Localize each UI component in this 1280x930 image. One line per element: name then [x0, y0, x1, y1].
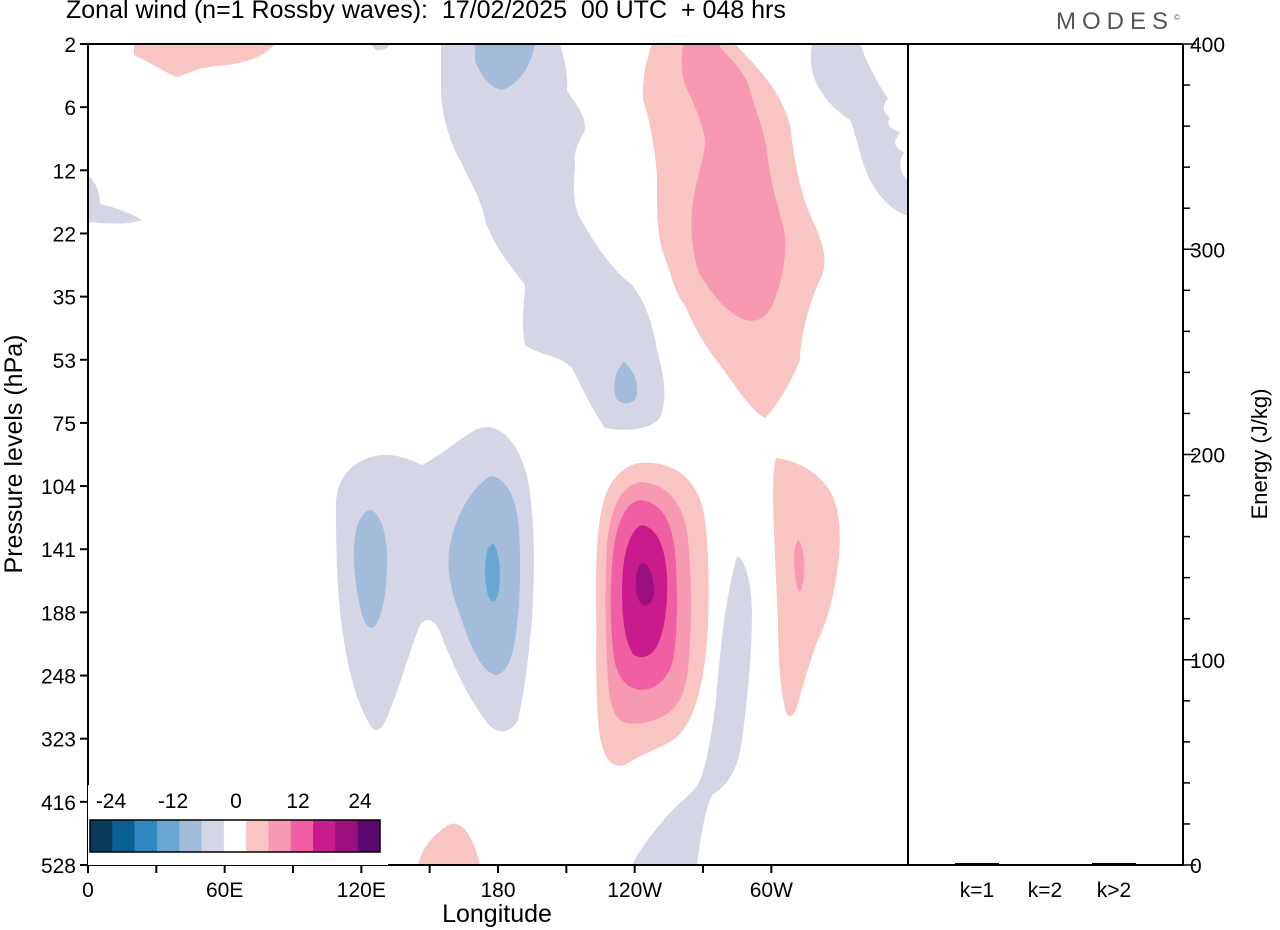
colorbar-swatch — [246, 820, 269, 852]
y-tick-label: 416 — [41, 792, 76, 815]
y-tick-label: 53 — [53, 350, 76, 373]
colorbar-legend: -24 -12 0 12 24 — [88, 785, 388, 865]
contour-neg-4 — [440, 44, 665, 430]
colorbar-swatch — [290, 820, 314, 852]
x-tick-label: 60W — [750, 879, 793, 902]
colorbar-label: -12 — [158, 790, 188, 813]
colorbar-label: -24 — [96, 790, 127, 813]
colorbar-swatch — [134, 820, 158, 852]
contour-pos-4 — [134, 44, 275, 77]
energy-category-label: k=1 — [960, 879, 994, 902]
contour-neg-8 — [353, 510, 387, 628]
energy-bar — [1023, 864, 1067, 865]
energy-tick-label: 0 — [1190, 855, 1202, 878]
x-tick-label: 0 — [82, 879, 94, 902]
contour-neg-8 — [448, 476, 521, 675]
y-tick-label: 35 — [53, 287, 76, 310]
energy-axis-label: Energy (J/kg) — [1247, 389, 1272, 520]
contour-neg-8 — [475, 44, 535, 90]
logo-mark: © — [1174, 13, 1180, 22]
contour-neg-12 — [485, 543, 500, 602]
longitude-axis: 0 60E 120E 180 120W 60W — [82, 865, 793, 902]
y-tick-label: 188 — [41, 602, 76, 625]
contour-neg-4 — [88, 176, 142, 224]
y-tick-label: 22 — [53, 223, 76, 246]
y-tick-label: 12 — [53, 160, 76, 183]
energy-bars: k=1 k=2 k>2 — [955, 862, 1136, 902]
y-tick-label: 528 — [41, 855, 76, 878]
y-tick-label: 141 — [41, 539, 76, 562]
y-tick-label: 2 — [64, 34, 76, 57]
contour-pos-20 — [635, 563, 654, 606]
energy-bar — [1092, 862, 1136, 865]
energy-tick-label: 100 — [1190, 650, 1225, 673]
colorbar-swatch — [223, 820, 247, 852]
pressure-axis: 2 6 12 22 35 53 75 104 141 188 248 323 416 528 — [41, 34, 88, 878]
colorbar-frame — [89, 819, 381, 853]
energy-tick-label: 200 — [1190, 445, 1225, 468]
x-tick-label: 120E — [337, 879, 386, 902]
y-tick-label: 248 — [41, 666, 76, 689]
contour-neg-4 — [370, 44, 390, 51]
colorbar-swatch — [357, 820, 381, 852]
x-axis-label: Longitude — [442, 900, 552, 928]
colorbar-swatch — [90, 820, 113, 852]
y-tick-label: 6 — [64, 97, 76, 120]
contour-neg-8 — [614, 362, 638, 404]
contour-field — [88, 44, 908, 865]
colorbar-swatch — [268, 820, 292, 852]
colorbar-swatch — [179, 820, 203, 852]
x-tick-label: 60E — [206, 879, 243, 902]
energy-bar — [955, 862, 999, 865]
y-tick-label: 75 — [53, 413, 76, 436]
contour-pos-8 — [794, 540, 805, 592]
chart-title: Zonal wind (n=1 Rossby waves): 17/02/202… — [66, 0, 786, 24]
energy-category-label: k=2 — [1028, 879, 1062, 902]
colorbar-label: 24 — [348, 790, 372, 813]
x-tick-label: 180 — [480, 879, 515, 902]
colorbar-label: 0 — [230, 790, 242, 813]
contour-pos-4 — [773, 458, 840, 717]
energy-axis-ticks: 0 100 200 300 400 — [1183, 34, 1225, 878]
modes-logo: MODES© — [1056, 8, 1180, 36]
y-tick-label: 104 — [41, 476, 76, 499]
energy-tick-label: 400 — [1190, 34, 1225, 57]
colorbar-label: 12 — [286, 790, 309, 813]
contour-neg-4 — [632, 556, 752, 865]
contour-neg-4 — [810, 44, 908, 216]
energy-tick-label: 300 — [1190, 239, 1225, 262]
logo-text: MODES — [1056, 8, 1175, 35]
colorbar-swatch — [201, 820, 225, 852]
contour-pos-4 — [418, 823, 480, 865]
colorbar-swatch — [335, 820, 359, 852]
colorbar-swatch — [112, 820, 136, 852]
energy-category-label: k>2 — [1097, 879, 1131, 902]
colorbar-swatch — [313, 820, 336, 852]
x-tick-label: 120W — [607, 879, 662, 902]
y-tick-label: 323 — [41, 729, 76, 752]
colorbar-swatch — [156, 820, 180, 852]
contour-pos-8 — [681, 44, 786, 321]
y-axis-label: Pressure levels (hPa) — [0, 335, 28, 574]
